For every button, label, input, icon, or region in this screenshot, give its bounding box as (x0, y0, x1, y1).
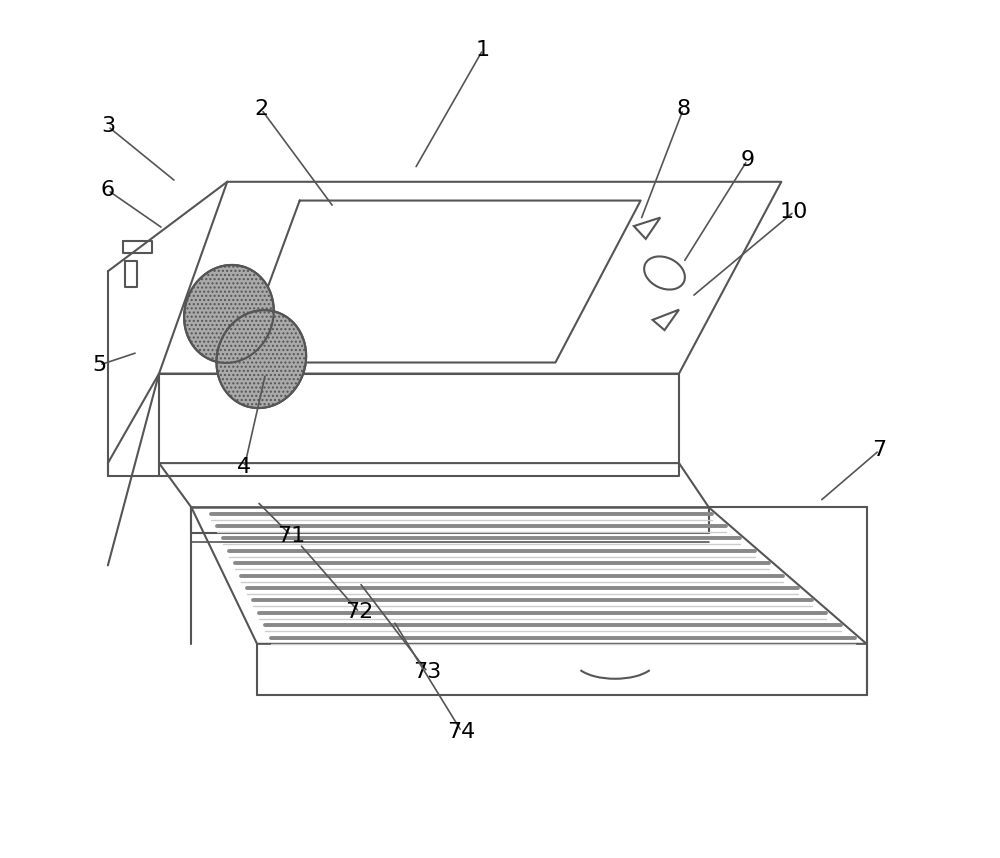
Text: 73: 73 (413, 662, 442, 682)
Ellipse shape (184, 265, 274, 363)
Polygon shape (634, 218, 660, 239)
Text: 72: 72 (345, 602, 373, 622)
Text: 74: 74 (448, 722, 476, 741)
Text: 4: 4 (237, 457, 251, 477)
Text: 6: 6 (101, 180, 115, 200)
Ellipse shape (216, 310, 306, 408)
Text: 9: 9 (740, 150, 754, 171)
Text: 1: 1 (476, 39, 490, 60)
Text: 7: 7 (872, 440, 886, 460)
Text: 8: 8 (676, 100, 690, 119)
Text: 5: 5 (92, 355, 106, 375)
Polygon shape (653, 310, 679, 330)
Text: 3: 3 (101, 117, 115, 136)
Text: 71: 71 (277, 526, 305, 546)
Text: 2: 2 (254, 100, 268, 119)
Text: 10: 10 (780, 202, 808, 221)
Ellipse shape (644, 257, 685, 289)
